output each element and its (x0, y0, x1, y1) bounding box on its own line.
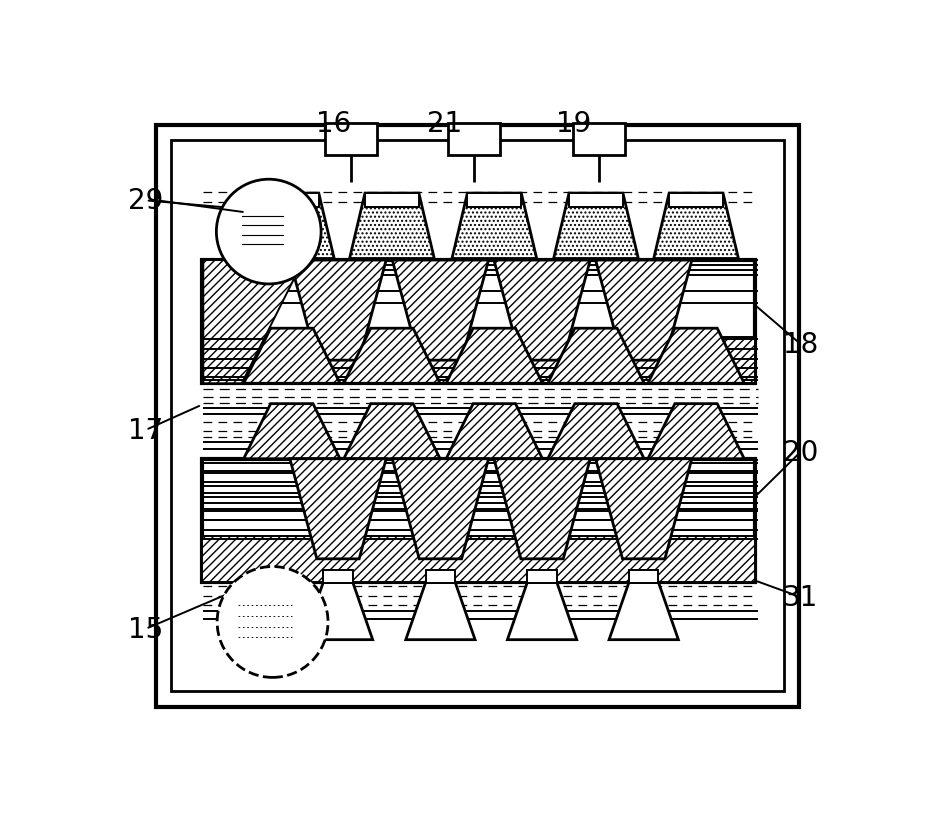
Polygon shape (344, 404, 440, 459)
Bar (426, 570, 455, 584)
Circle shape (217, 566, 328, 677)
Bar (365, 194, 418, 208)
Text: 21: 21 (427, 109, 462, 137)
Polygon shape (290, 459, 386, 559)
Bar (573, 124, 625, 156)
Polygon shape (244, 329, 340, 384)
Polygon shape (446, 404, 542, 459)
Bar (202, 337, 754, 384)
Bar (448, 124, 500, 156)
Bar (468, 194, 522, 208)
Text: 16: 16 (316, 109, 351, 137)
Polygon shape (648, 329, 744, 384)
Polygon shape (553, 194, 638, 259)
Polygon shape (494, 261, 591, 361)
Text: 17: 17 (128, 416, 164, 444)
Polygon shape (249, 194, 334, 259)
Text: 29: 29 (128, 187, 164, 215)
Polygon shape (392, 459, 488, 559)
Bar (325, 124, 378, 156)
Polygon shape (508, 582, 577, 640)
Bar (171, 141, 784, 691)
Polygon shape (392, 261, 488, 361)
Bar (669, 194, 723, 208)
Polygon shape (350, 194, 434, 259)
Text: 20: 20 (783, 438, 818, 466)
Polygon shape (595, 459, 692, 559)
Text: 31: 31 (783, 583, 818, 611)
Bar (569, 194, 623, 208)
Text: 15: 15 (128, 615, 164, 643)
Polygon shape (548, 404, 644, 459)
Polygon shape (204, 261, 303, 384)
Polygon shape (244, 404, 340, 459)
Polygon shape (648, 404, 744, 459)
Polygon shape (452, 194, 537, 259)
Bar (202, 536, 754, 582)
Bar (629, 570, 658, 584)
Polygon shape (609, 582, 678, 640)
Bar (202, 261, 754, 384)
Text: 19: 19 (555, 109, 591, 137)
Polygon shape (548, 329, 644, 384)
Polygon shape (344, 329, 440, 384)
Bar (155, 126, 799, 707)
Bar (202, 459, 754, 582)
Bar (265, 194, 319, 208)
Polygon shape (595, 261, 692, 361)
Bar (527, 570, 557, 584)
Polygon shape (303, 582, 373, 640)
Text: 18: 18 (783, 331, 817, 358)
Polygon shape (405, 582, 475, 640)
Polygon shape (290, 261, 386, 361)
Circle shape (217, 180, 321, 284)
Polygon shape (446, 329, 542, 384)
Bar (324, 570, 352, 584)
Polygon shape (494, 459, 591, 559)
Polygon shape (654, 194, 738, 259)
